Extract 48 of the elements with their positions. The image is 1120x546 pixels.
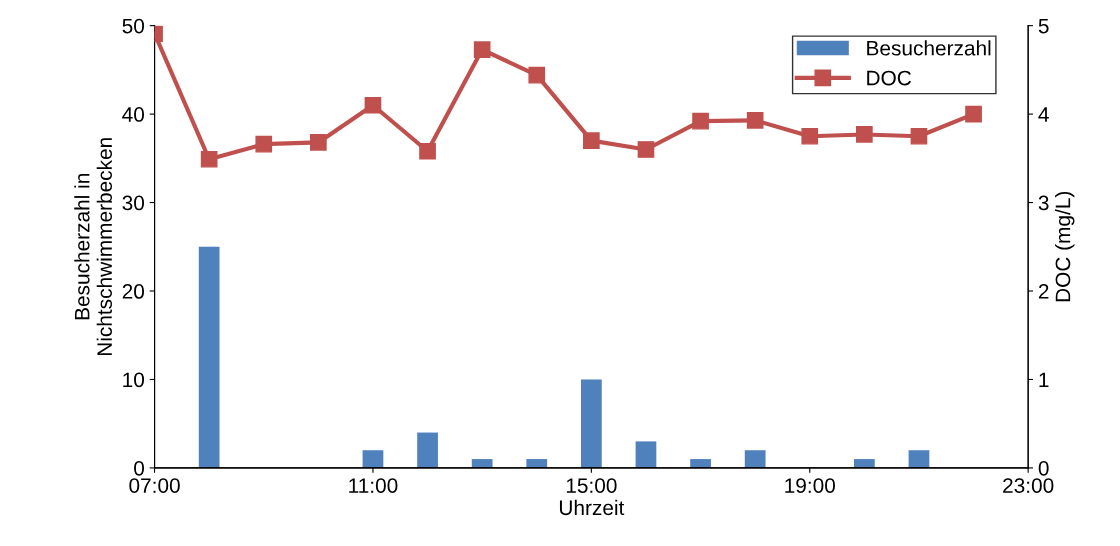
y2-tick-label: 3 bbox=[1038, 195, 1049, 211]
point bbox=[310, 134, 327, 151]
y-tick-label: 0 bbox=[134, 460, 145, 476]
point bbox=[255, 135, 273, 153]
legend-label: DOC bbox=[867, 70, 912, 86]
y-tick-label: 30 bbox=[122, 195, 145, 211]
point bbox=[583, 132, 600, 149]
point bbox=[419, 142, 436, 160]
y2-tick-label: 2 bbox=[1038, 284, 1049, 299]
y2-tick-label: 5 bbox=[1038, 18, 1049, 34]
point bbox=[473, 41, 491, 58]
bar bbox=[417, 432, 438, 468]
point bbox=[746, 111, 764, 129]
legend-label: Besucherzahl bbox=[867, 40, 991, 56]
bar bbox=[198, 246, 220, 468]
point bbox=[801, 127, 819, 145]
x-tick-label: 19:00 bbox=[785, 478, 836, 493]
point bbox=[910, 127, 928, 145]
bar bbox=[635, 441, 657, 468]
bar bbox=[744, 450, 766, 468]
point bbox=[692, 112, 709, 130]
bar bbox=[690, 459, 711, 468]
x-tick-label: 15:00 bbox=[566, 478, 617, 493]
bar bbox=[471, 459, 493, 468]
y-tick-label: 50 bbox=[122, 18, 145, 34]
x-tick-label: 23:00 bbox=[1003, 478, 1054, 493]
y2-tick-label: 0 bbox=[1038, 460, 1049, 476]
x-tick-label: 11:00 bbox=[349, 478, 398, 493]
y2-tick-label: 4 bbox=[1038, 107, 1049, 122]
bar bbox=[362, 450, 384, 468]
y-tick-label: 10 bbox=[123, 372, 145, 388]
y-tick-label: 40 bbox=[122, 107, 145, 122]
x-axis-title: Uhrzeit bbox=[559, 499, 625, 516]
y2-axis-title: DOC (mg/L) bbox=[1055, 191, 1075, 302]
y2-tick-label: 1 bbox=[1039, 372, 1049, 388]
bar bbox=[580, 379, 602, 468]
y-axis-title: Besucherzahl in Nichtschwimmerbecken bbox=[74, 138, 112, 356]
point bbox=[200, 150, 218, 168]
point bbox=[965, 105, 982, 123]
point bbox=[364, 96, 382, 114]
bar bbox=[908, 450, 930, 468]
point bbox=[856, 126, 873, 143]
y-tick-label: 20 bbox=[122, 284, 145, 299]
bar bbox=[853, 459, 875, 468]
x-tick-label: 07:00 bbox=[129, 478, 180, 493]
point bbox=[637, 141, 655, 158]
point bbox=[528, 66, 546, 84]
bar bbox=[526, 459, 548, 468]
